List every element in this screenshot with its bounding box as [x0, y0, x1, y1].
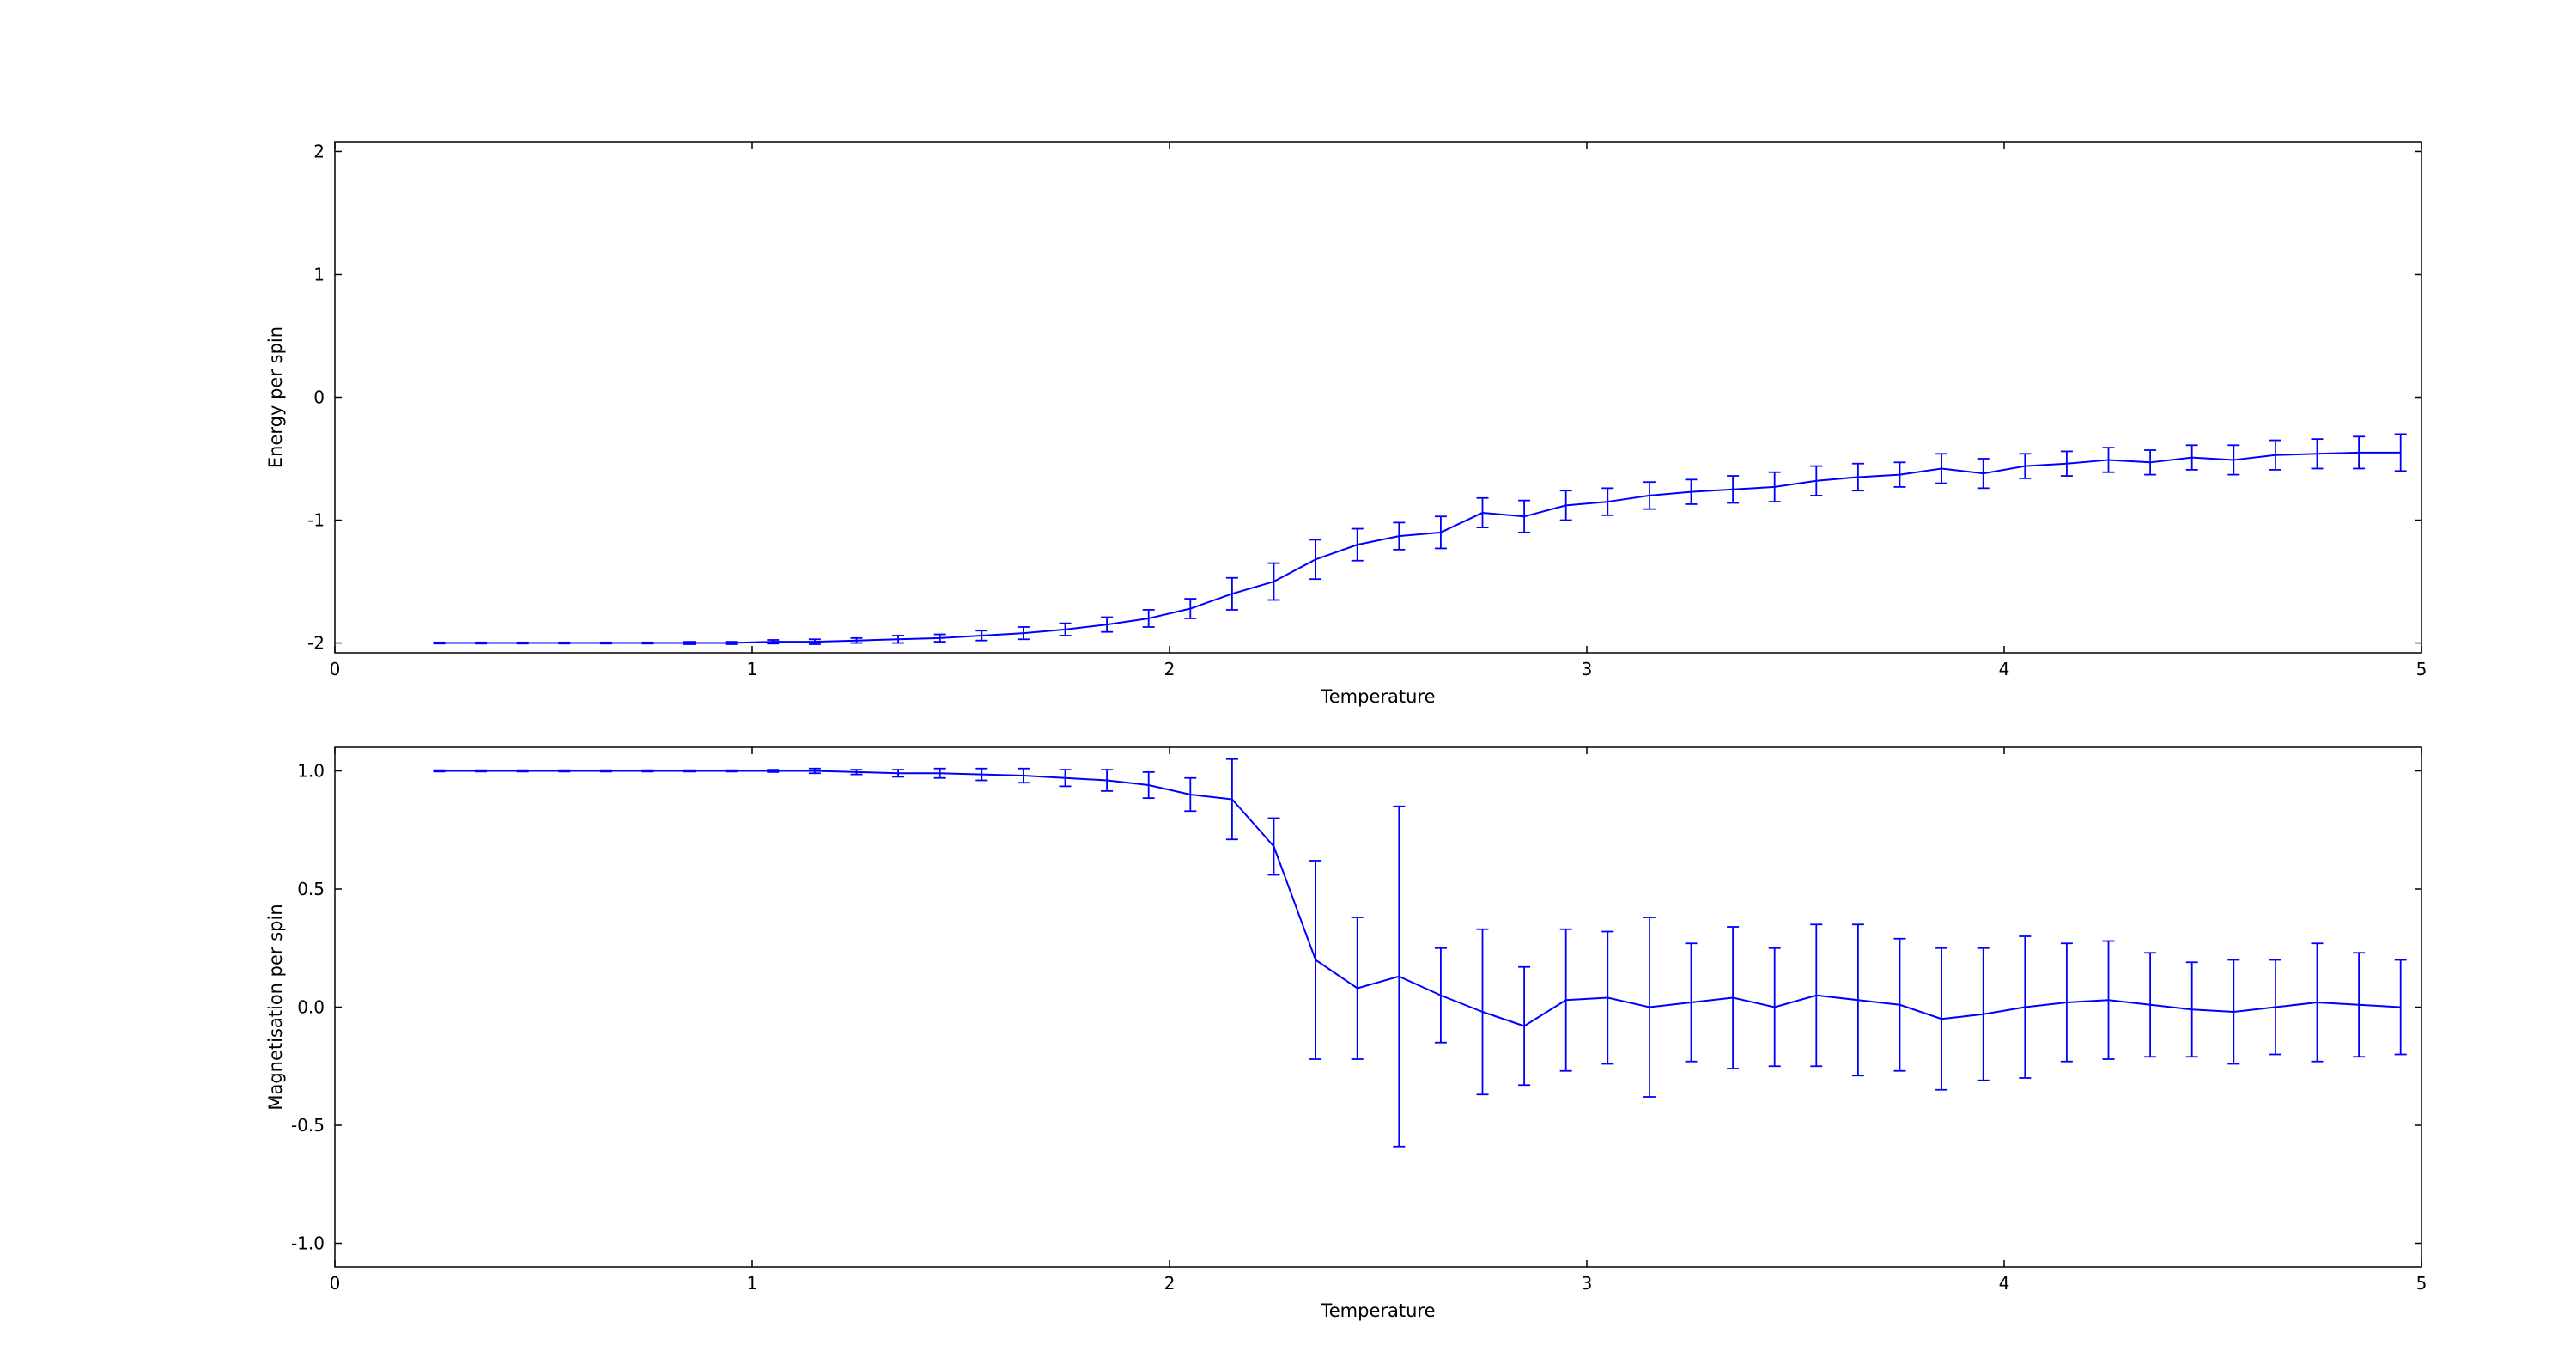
x-axis-label: Temperature: [1320, 1300, 1435, 1321]
error-bars: [433, 758, 2407, 1148]
error-bars: [433, 433, 2407, 645]
x-tick-label: 4: [1999, 659, 2010, 679]
y-tick-label: 0.0: [297, 997, 325, 1018]
y-tick-label: 0: [313, 387, 325, 408]
y-tick-label: -0.5: [291, 1115, 325, 1136]
x-axis-ticks: 0 1 2 3 4 5: [330, 747, 2427, 1294]
x-tick-label: 0: [330, 659, 341, 679]
energy-chart: 0 1 2 3 4 5 -2 -1 0 1 2 Temperature Energy per spin: [265, 141, 2427, 707]
y-axis-label: Magnetisation per spin: [265, 904, 286, 1110]
x-tick-label: 3: [1582, 1273, 1593, 1294]
magnetisation-chart: 0 1 2 3 4 5 -1.0 -0.5 0.0 0.5 1.0 Temperature Magnet…: [265, 746, 2427, 1321]
y-tick-label: -1.0: [291, 1233, 325, 1254]
x-axis-label: Temperature: [1320, 686, 1435, 707]
x-tick-label: 4: [1999, 1273, 2010, 1294]
y-axis-ticks: -2 -1 0 1 2: [307, 141, 2421, 654]
x-tick-label: 2: [1164, 659, 1176, 679]
y-tick-label: 1.0: [297, 761, 325, 782]
y-tick-label: 0.5: [297, 879, 325, 899]
x-tick-label: 2: [1164, 1273, 1176, 1294]
y-tick-label: 2: [313, 141, 325, 161]
x-tick-label: 1: [747, 1273, 758, 1294]
x-axis-ticks: 0 1 2 3 4 5: [330, 142, 2427, 679]
y-tick-label: 1: [313, 264, 325, 284]
plot-frame: [334, 141, 2422, 654]
y-tick-label: -2: [307, 633, 325, 654]
x-tick-label: 5: [2416, 659, 2427, 679]
magnetisation-series-line: [439, 770, 2401, 1027]
x-tick-label: 1: [747, 659, 758, 679]
energy-series-line: [439, 451, 2401, 644]
y-axis-ticks: -1.0 -0.5 0.0 0.5 1.0: [291, 761, 2421, 1254]
x-tick-label: 3: [1582, 659, 1593, 679]
y-axis-label: Energy per spin: [265, 326, 286, 468]
x-tick-label: 5: [2416, 1273, 2427, 1294]
y-tick-label: -1: [307, 510, 325, 531]
x-tick-label: 0: [330, 1273, 341, 1294]
